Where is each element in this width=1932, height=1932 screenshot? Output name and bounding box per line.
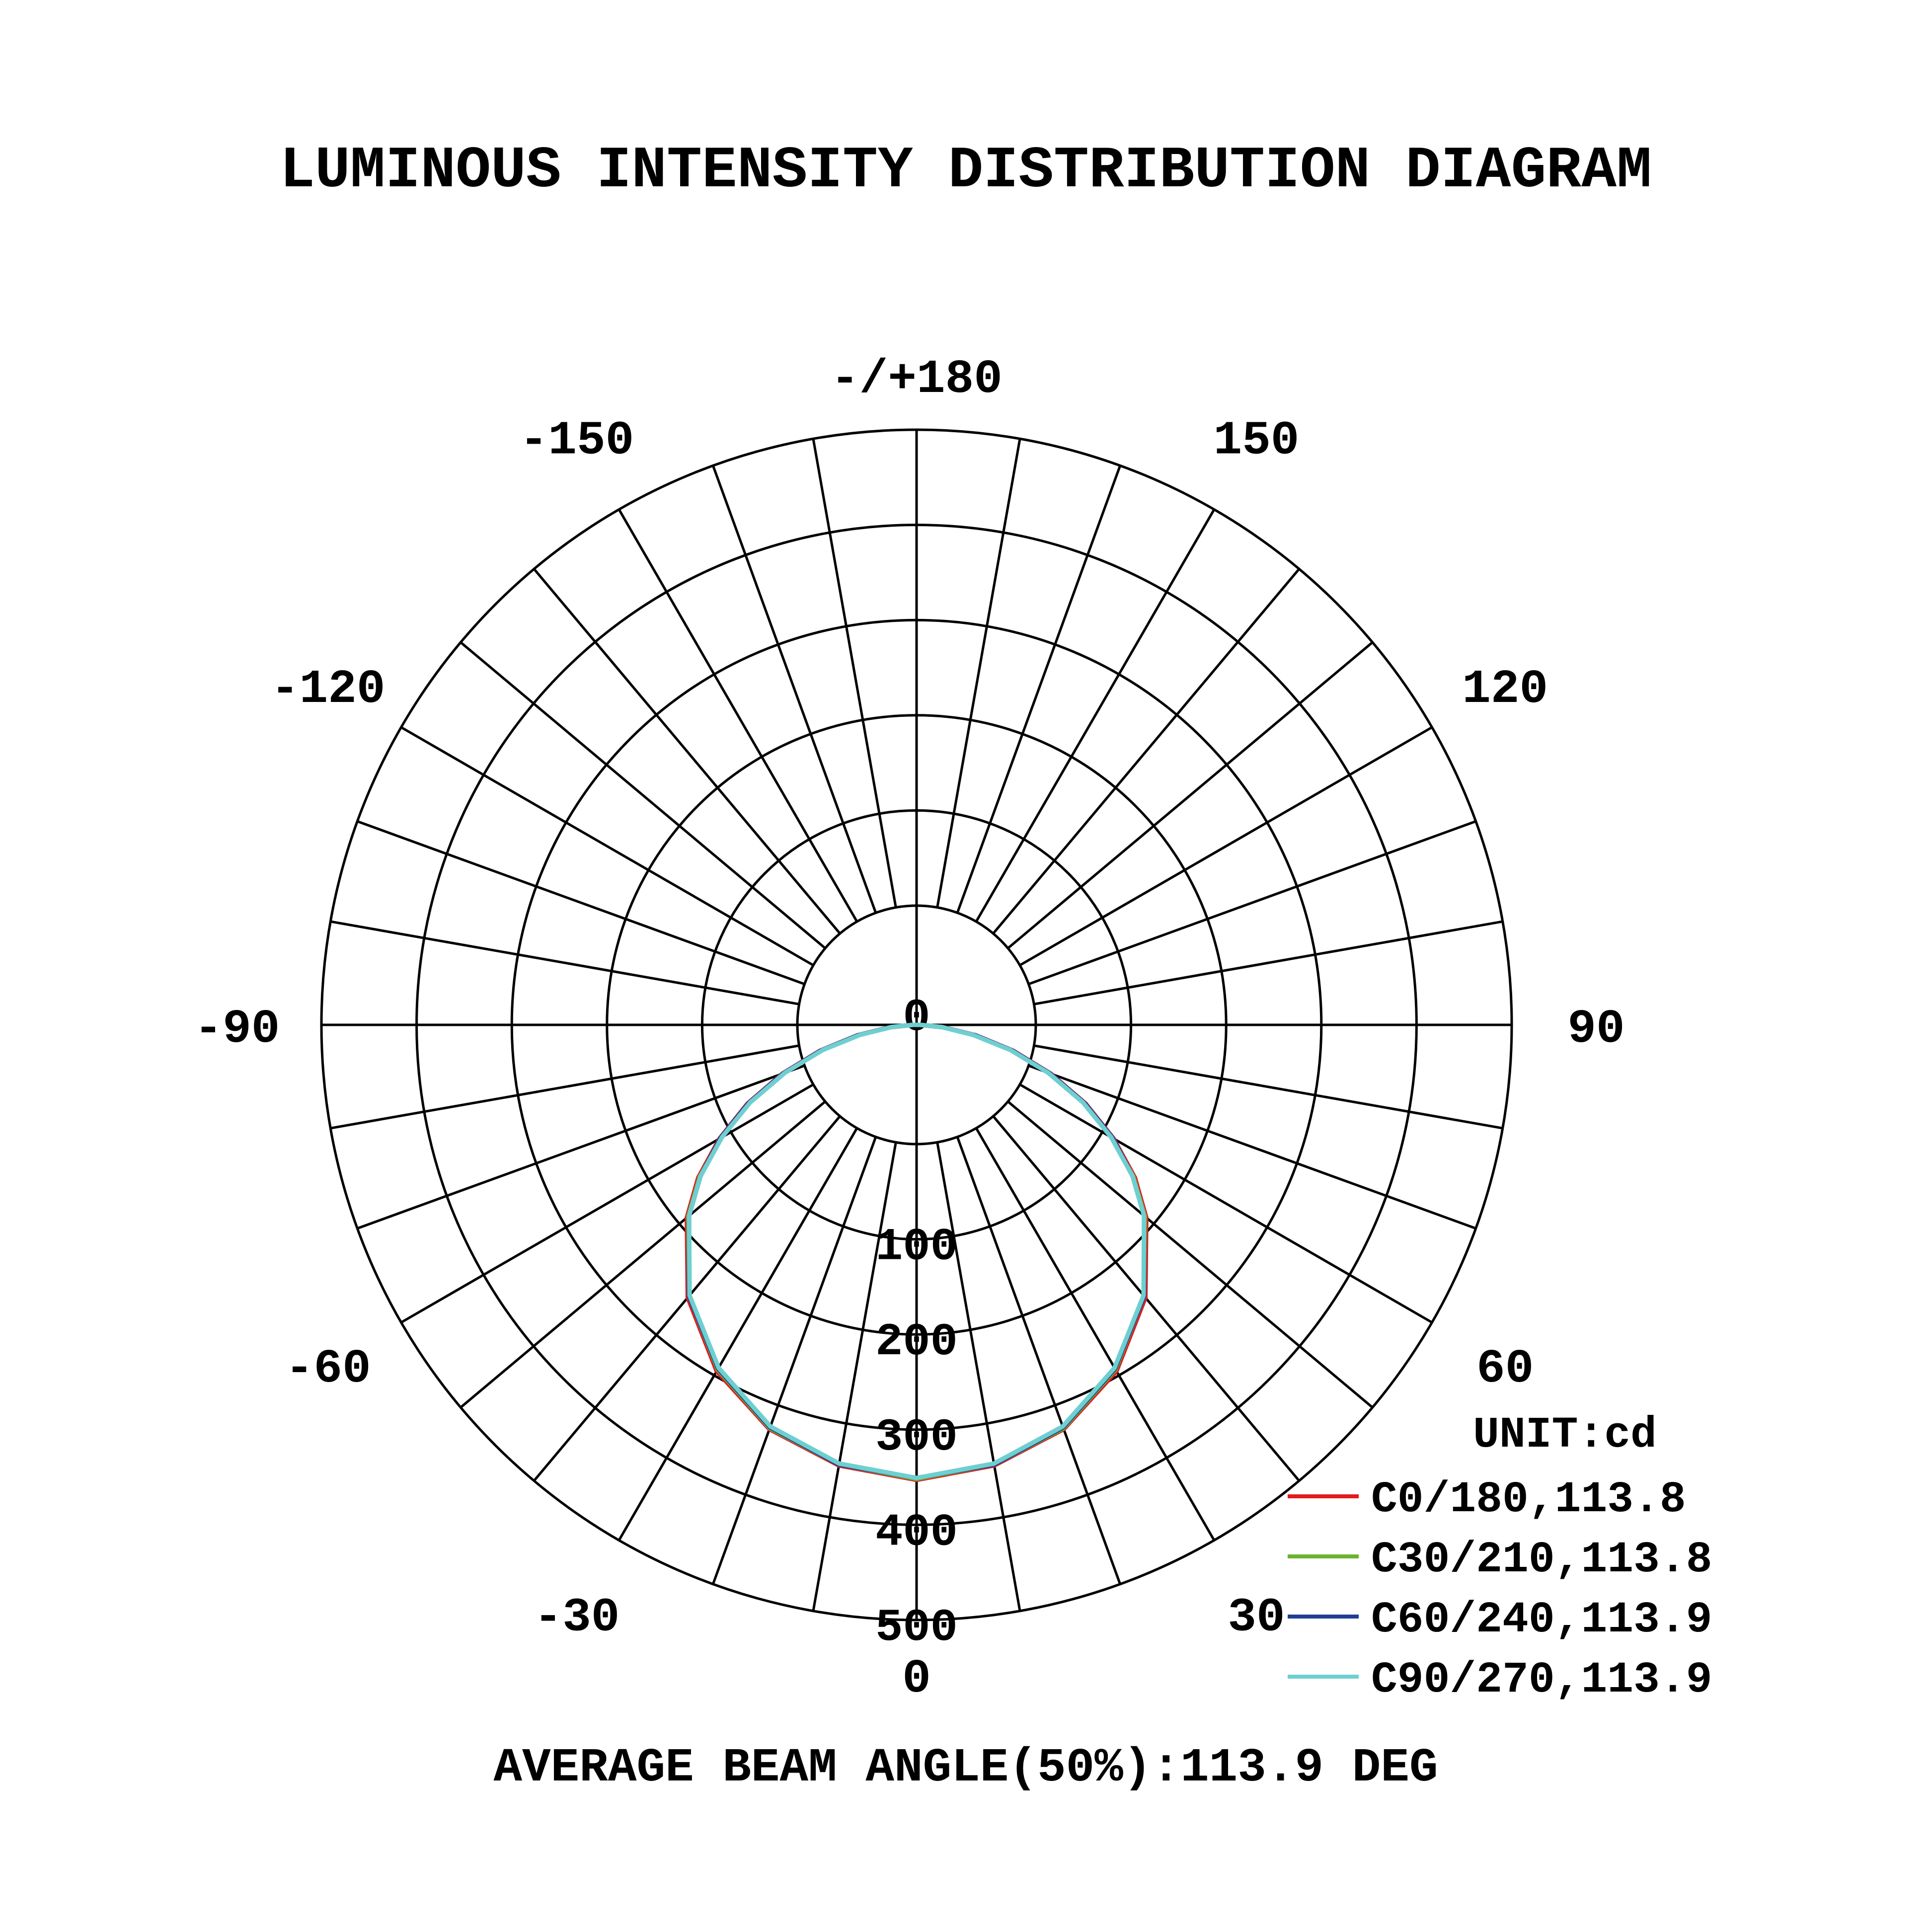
legend-label: C90/270,113.9 bbox=[1371, 1656, 1712, 1705]
angle-label: -90 bbox=[194, 1002, 280, 1056]
grid-spoke bbox=[400, 726, 814, 967]
grid-spoke bbox=[460, 1100, 826, 1408]
grid-spoke bbox=[956, 1136, 1122, 1585]
radial-label: 400 bbox=[875, 1506, 958, 1558]
grid-spoke bbox=[936, 438, 1021, 908]
radial-label: 100 bbox=[875, 1221, 958, 1273]
angle-label: -60 bbox=[285, 1342, 371, 1396]
grid-spoke bbox=[975, 509, 1216, 923]
grid-spoke bbox=[330, 920, 800, 1005]
grid-spoke bbox=[1033, 920, 1503, 1005]
grid-spoke bbox=[936, 1142, 1021, 1612]
grid-spoke bbox=[1007, 641, 1374, 949]
angle-label: 60 bbox=[1476, 1342, 1534, 1396]
grid-spoke bbox=[460, 641, 826, 949]
angle-label: 120 bbox=[1462, 662, 1548, 716]
grid-spoke bbox=[357, 1064, 805, 1230]
radial-label: 200 bbox=[875, 1316, 958, 1368]
grid-spoke bbox=[357, 820, 805, 986]
grid-spoke bbox=[1019, 1083, 1433, 1324]
grid-spoke bbox=[1007, 1100, 1374, 1408]
grid-spoke bbox=[330, 1044, 800, 1130]
grid-spoke bbox=[1028, 820, 1476, 986]
grid-spoke bbox=[1033, 1044, 1503, 1130]
legend-label: C30/210,113.8 bbox=[1371, 1536, 1712, 1585]
radial-labels: 0 100 200 300 400 500 bbox=[875, 992, 958, 1654]
grid-spoke bbox=[992, 568, 1300, 934]
angle-label: 0 bbox=[902, 1652, 931, 1706]
grid-spoke bbox=[956, 465, 1122, 914]
grid-spoke bbox=[975, 1127, 1216, 1541]
series-line bbox=[687, 1022, 1147, 1480]
average-beam-angle: AVERAGE BEAM ANGLE(50%):113.9 DEG bbox=[493, 1741, 1438, 1795]
grid-spoke bbox=[812, 438, 897, 908]
angle-label: 150 bbox=[1214, 413, 1300, 467]
grid-spoke bbox=[618, 509, 858, 923]
angle-label: -/+180 bbox=[831, 352, 1003, 406]
grid-spoke bbox=[1028, 1064, 1476, 1230]
radial-label: 300 bbox=[875, 1411, 958, 1464]
grid-spoke bbox=[533, 568, 841, 934]
radial-label: 0 bbox=[903, 992, 930, 1044]
angle-label: -150 bbox=[520, 413, 634, 467]
legend: UNIT:cd C0/180,113.8 C30/210,113.8 C60/240… bbox=[1288, 1411, 1712, 1705]
angle-label: -30 bbox=[534, 1591, 620, 1645]
intensity-curves bbox=[685, 1022, 1149, 1482]
legend-label: C60/240,113.9 bbox=[1371, 1596, 1712, 1645]
angle-label: -120 bbox=[271, 662, 385, 716]
unit-label: UNIT:cd bbox=[1473, 1411, 1657, 1460]
grid-spoke bbox=[618, 1127, 858, 1541]
grid-spoke bbox=[711, 465, 877, 914]
angle-labels: -/+180 150 -150 120 -120 90 -90 60 -60 30 -30 0 bbox=[194, 352, 1625, 1706]
angle-label: 90 bbox=[1567, 1002, 1624, 1056]
angle-label: 30 bbox=[1228, 1591, 1285, 1645]
radial-label: 500 bbox=[875, 1602, 958, 1654]
grid-spoke bbox=[400, 1083, 814, 1324]
grid-spoke bbox=[711, 1136, 877, 1585]
chart-title: LUMINOUS INTENSITY DISTRIBUTION DIAGRAM bbox=[280, 138, 1652, 204]
grid-spoke bbox=[1019, 726, 1433, 967]
grid-spoke bbox=[812, 1142, 897, 1612]
legend-label: C0/180,113.8 bbox=[1371, 1475, 1686, 1525]
